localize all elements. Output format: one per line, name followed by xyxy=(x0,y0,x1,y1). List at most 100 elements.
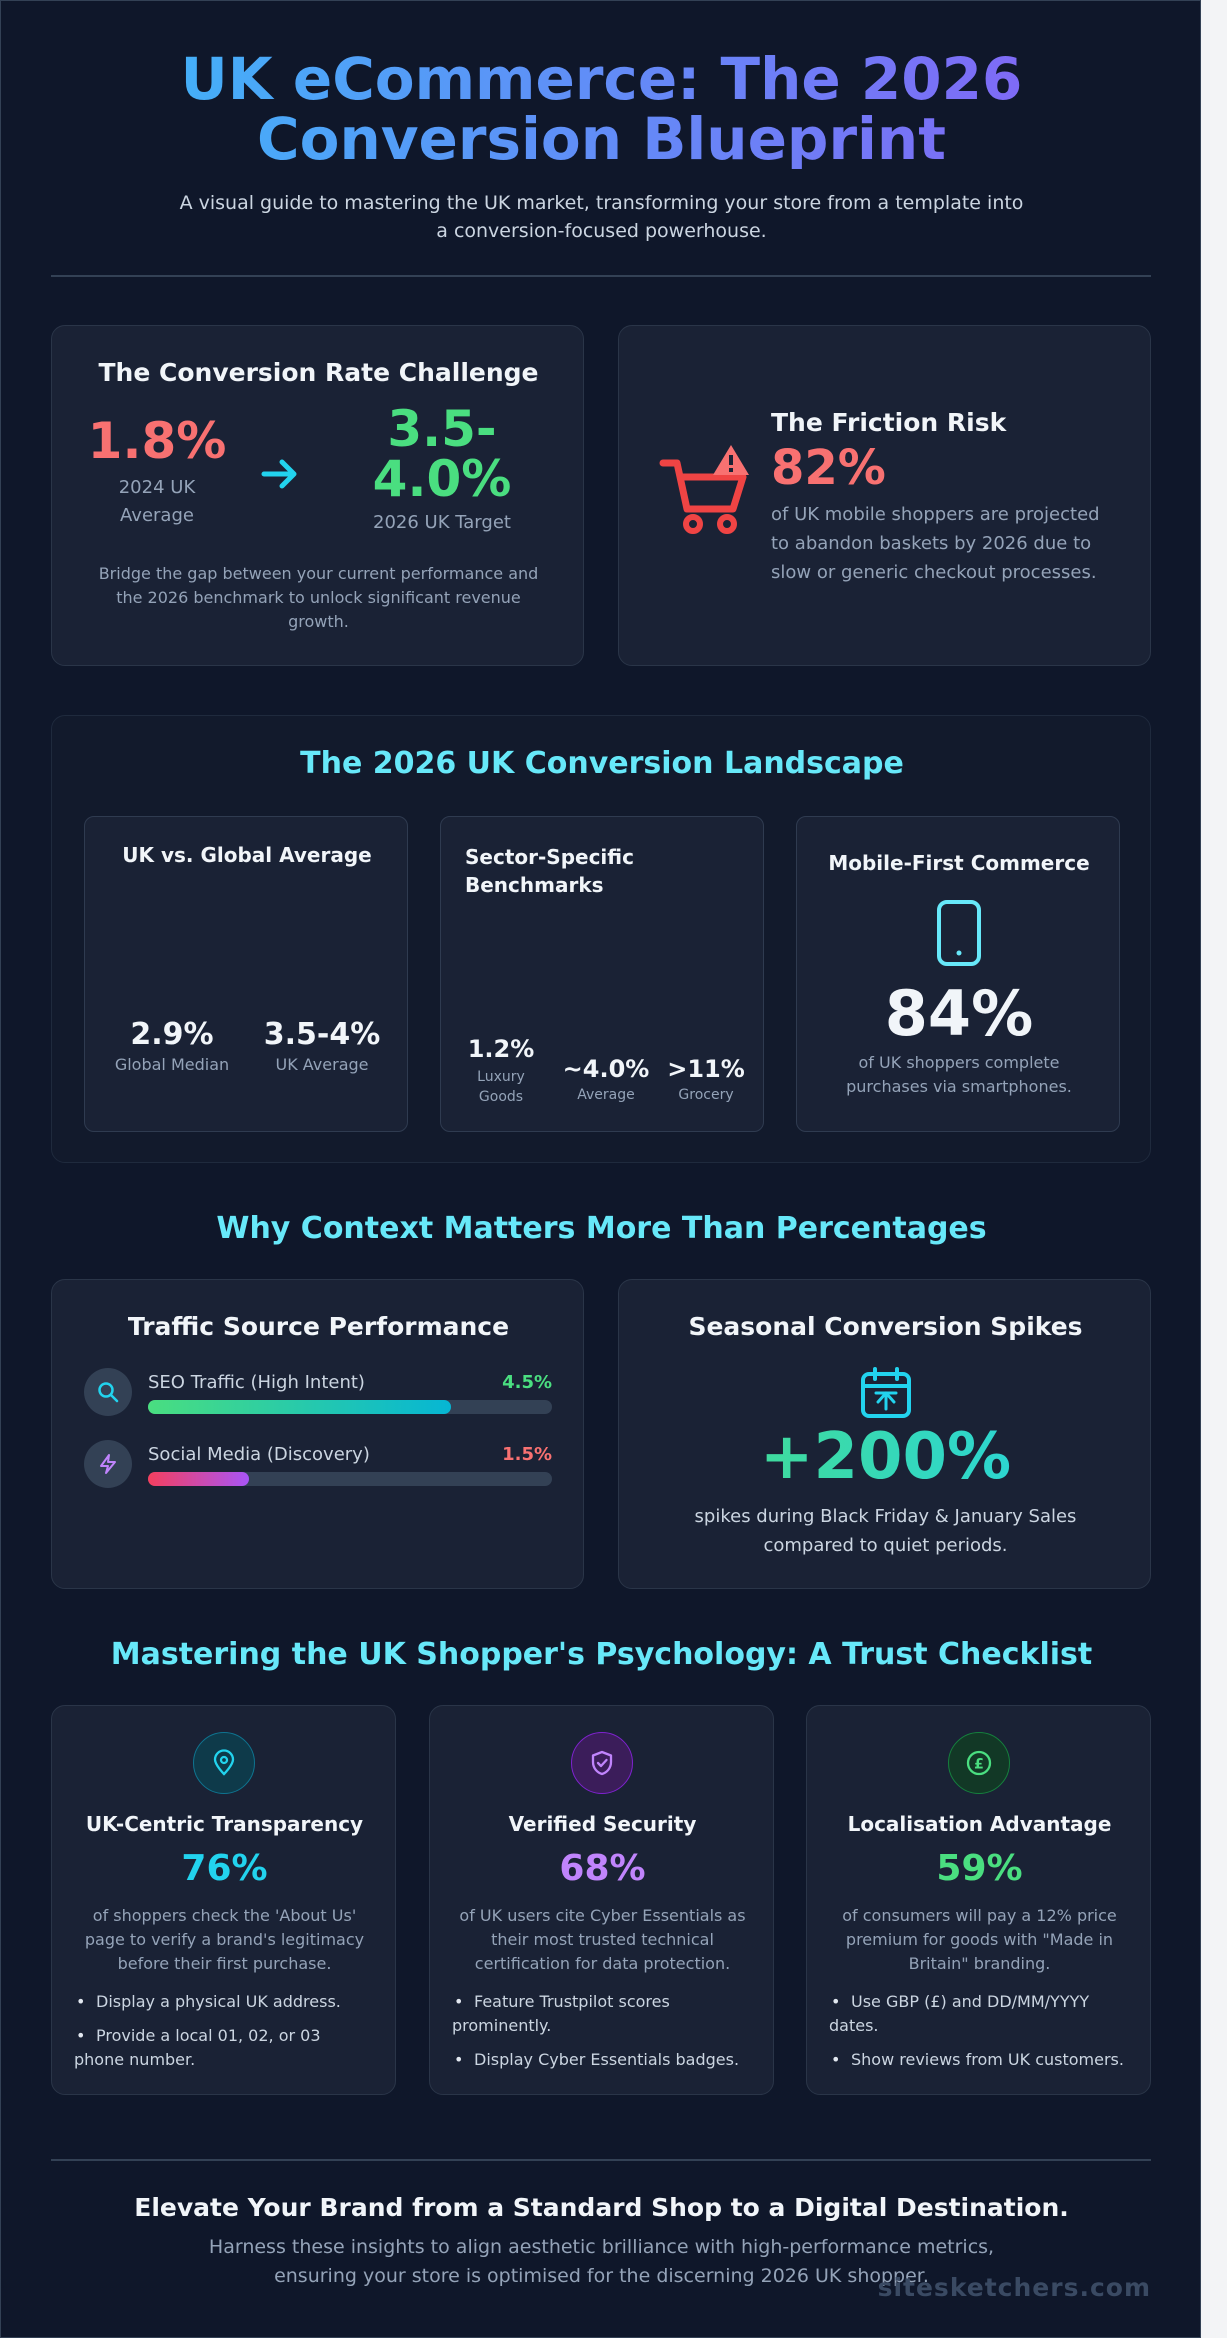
social-media-value: 1.5% xyxy=(502,1444,552,1465)
arrow-right-icon xyxy=(260,454,300,494)
seasonal-desc-line-2: compared to quiet periods. xyxy=(763,1535,1008,1556)
target-rate-label: 2026 UK Target xyxy=(373,512,511,533)
seo-traffic-value: 4.5% xyxy=(502,1372,552,1393)
challenge-desc-line-2: the 2026 benchmark to unlock significant… xyxy=(116,588,521,607)
footer-description: Harness these insights to align aestheti… xyxy=(1,2233,1200,2291)
current-label-line-2: Average xyxy=(120,505,194,526)
seo-traffic-bar-fill xyxy=(148,1400,451,1414)
challenge-title: The Conversion Rate Challenge xyxy=(98,358,539,387)
security-value: 68% xyxy=(559,1848,646,1889)
shield-check-icon xyxy=(571,1732,633,1794)
seasonal-spikes-card: Seasonal Conversion Spikes +200% spikes … xyxy=(618,1279,1151,1589)
mobile-first-panel: Mobile-First Commerce 84% of UK shoppers… xyxy=(796,816,1120,1132)
transparency-desc-line-2: page to verify a brand's legitimacy xyxy=(84,1930,365,1949)
cart-alert-icon xyxy=(659,441,755,537)
landscape-section: The 2026 UK Conversion Landscape UK vs. … xyxy=(51,715,1151,1163)
trust-card-transparency: UK-Centric Transparency 76% of shoppers … xyxy=(51,1705,396,2095)
friction-description: of UK mobile shoppers are projected to a… xyxy=(771,500,1131,587)
trust-card-localisation: £ Localisation Advantage 59% of consumer… xyxy=(806,1705,1151,2095)
transparency-description: of shoppers check the 'About Us' page to… xyxy=(62,1904,387,1976)
traffic-title: Traffic Source Performance xyxy=(127,1312,510,1341)
watermark-text: sitesketchers.com xyxy=(877,2273,1151,2302)
checklist-item: Display Cyber Essentials badges. xyxy=(452,2048,762,2072)
uk-average-label: UK Average xyxy=(275,1055,369,1074)
challenge-desc-line-1: Bridge the gap between your current perf… xyxy=(98,564,539,583)
localisation-desc-line-2: premium for goods with "Made in xyxy=(845,1930,1114,1949)
current-label-line-1: 2024 UK xyxy=(118,477,196,498)
security-description: of UK users cite Cyber Essentials as the… xyxy=(440,1904,765,1976)
luxury-goods-value: 1.2% xyxy=(467,1035,535,1063)
conversion-challenge-card: The Conversion Rate Challenge 1.8% 2024 … xyxy=(51,325,584,666)
localisation-desc-line-1: of consumers will pay a 12% price xyxy=(842,1906,1117,1925)
localisation-value: 59% xyxy=(936,1848,1023,1889)
page-title: UK eCommerce: The 2026 Conversion Bluepr… xyxy=(1,45,1200,173)
footer-divider xyxy=(51,2159,1151,2161)
current-rate-label: 2024 UK Average xyxy=(72,474,242,530)
challenge-desc-line-3: growth. xyxy=(288,612,349,631)
social-media-bar-fill xyxy=(148,1472,249,1486)
friction-desc-line-1: of UK mobile shoppers are projected xyxy=(771,504,1100,525)
security-title: Verified Security xyxy=(508,1812,697,1836)
subtitle-line-2: a conversion-focused powerhouse. xyxy=(436,220,767,242)
uk-average-value: 3.5-4% xyxy=(263,1017,381,1052)
landscape-title: The 2026 UK Conversion Landscape xyxy=(300,746,904,781)
transparency-title: UK-Centric Transparency xyxy=(85,1812,364,1836)
svg-text:£: £ xyxy=(974,1757,984,1773)
context-title: Why Context Matters More Than Percentage… xyxy=(216,1211,987,1246)
localisation-title: Localisation Advantage xyxy=(847,1812,1112,1836)
header-divider xyxy=(51,275,1151,277)
checklist-item: Show reviews from UK customers. xyxy=(829,2048,1139,2072)
friction-title: The Friction Risk xyxy=(771,408,1007,437)
sector-title-line-2: Benchmarks xyxy=(465,873,604,897)
footer-desc-line-2: ensuring your store is optimised for the… xyxy=(274,2265,929,2287)
title-line-2: Conversion Blueprint xyxy=(257,105,946,173)
footer-desc-line-1: Harness these insights to align aestheti… xyxy=(208,2236,995,2258)
transparency-checklist: Display a physical UK address. Provide a… xyxy=(74,1990,384,2082)
lightning-icon xyxy=(84,1440,132,1488)
challenge-description: Bridge the gap between your current perf… xyxy=(82,562,555,634)
trust-card-security: Verified Security 68% of UK users cite C… xyxy=(429,1705,774,2095)
infographic-page: UK eCommerce: The 2026 Conversion Bluepr… xyxy=(0,0,1201,2338)
page-subtitle: A visual guide to mastering the UK marke… xyxy=(1,189,1200,245)
seasonal-description: spikes during Black Friday & January Sal… xyxy=(619,1502,1152,1560)
security-desc-line-2: their most trusted technical xyxy=(491,1930,714,1949)
security-desc-line-1: of UK users cite Cyber Essentials as xyxy=(459,1906,746,1925)
global-average-title: UK vs. Global Average xyxy=(122,843,372,867)
seo-traffic-label: SEO Traffic (High Intent) xyxy=(148,1372,365,1393)
localisation-desc-line-3: Britain" branding. xyxy=(908,1954,1051,1973)
subtitle-line-1: A visual guide to mastering the UK marke… xyxy=(179,192,1024,214)
search-icon xyxy=(84,1368,132,1416)
friction-value: 82% xyxy=(771,440,886,496)
seasonal-value: +200% xyxy=(619,1420,1152,1494)
luxury-goods-label: Luxury Goods xyxy=(451,1067,551,1107)
global-median-value: 2.9% xyxy=(130,1017,214,1052)
friction-desc-line-3: slow or generic checkout processes. xyxy=(771,562,1097,583)
current-rate-value: 1.8% xyxy=(87,412,227,470)
grocery-label: Grocery xyxy=(678,1087,734,1103)
checklist-item: Display a physical UK address. xyxy=(74,1990,384,2014)
transparency-value: 76% xyxy=(181,1848,268,1889)
transparency-desc-line-1: of shoppers check the 'About Us' xyxy=(92,1906,357,1925)
sector-title-line-1: Sector-Specific xyxy=(465,845,634,869)
sector-average-value: ~4.0% xyxy=(562,1055,650,1083)
target-rate-value: 3.5- 4.0% xyxy=(352,404,532,504)
title-line-1: UK eCommerce: The 2026 xyxy=(180,45,1023,113)
luxury-label-line-2: Goods xyxy=(478,1089,524,1105)
sector-benchmarks-title: Sector-Specific Benchmarks xyxy=(465,843,745,899)
grocery-value: >11% xyxy=(667,1055,745,1083)
luxury-label-line-1: Luxury xyxy=(477,1069,525,1085)
security-desc-line-3: certification for data protection. xyxy=(474,1954,731,1973)
seasonal-desc-line-1: spikes during Black Friday & January Sal… xyxy=(694,1506,1077,1527)
global-median-label: Global Median xyxy=(114,1055,230,1074)
localisation-description: of consumers will pay a 12% price premiu… xyxy=(817,1904,1142,1976)
seo-traffic-bar xyxy=(148,1400,552,1414)
footer-title: Elevate Your Brand from a Standard Shop … xyxy=(134,2193,1069,2222)
global-average-panel: UK vs. Global Average 2.9% Global Median… xyxy=(84,816,408,1132)
friction-desc-line-2: to abandon baskets by 2026 due to xyxy=(771,533,1092,554)
target-value-line-1: 3.5- xyxy=(387,400,497,458)
smartphone-icon xyxy=(935,899,983,967)
